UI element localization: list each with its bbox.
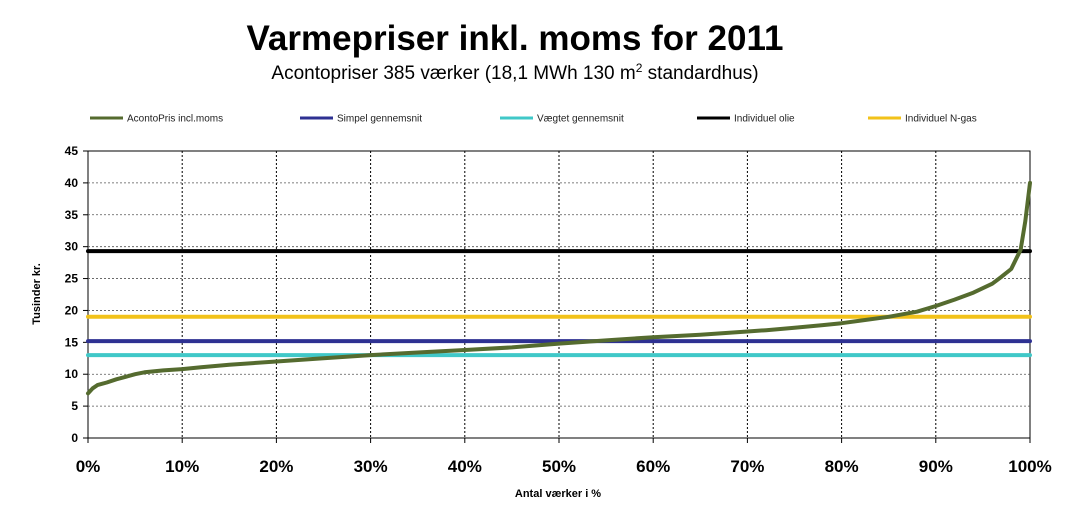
y-tick-label: 0	[71, 431, 78, 445]
series-line-acontopris-incl-moms	[86, 180, 1032, 396]
chart-subtitle: Acontopriser 385 værker (18,1 MWh 130 m2…	[271, 61, 758, 84]
x-axis-label: Antal værker i %	[515, 488, 601, 500]
y-tick-label: 20	[65, 303, 79, 317]
x-tick-label: 30%	[354, 457, 388, 476]
legend: AcontoPris incl.moms Simpel gennemsnit Væg…	[90, 114, 977, 125]
plot-area: 0 5 10 15 20 25 30 35 40 45 0% 10% 20% 30% 40% 50% 60% 70…	[65, 144, 1052, 476]
y-tick-label: 5	[71, 399, 78, 413]
y-axis-label: Tusinder kr.	[31, 263, 43, 325]
y-tick-label: 45	[65, 144, 79, 158]
y-tick-label: 25	[65, 272, 79, 286]
legend-label: Individuel olie	[734, 114, 795, 125]
legend-label: Vægtet gennemsnit	[537, 114, 624, 125]
legend-label: Simpel gennemsnit	[337, 114, 422, 125]
y-tick-label: 15	[65, 335, 79, 349]
y-tick-label: 35	[65, 208, 79, 222]
x-tick-label: 100%	[1008, 457, 1051, 476]
x-tick-label: 40%	[448, 457, 482, 476]
x-tick-label: 70%	[730, 457, 764, 476]
y-tick-label: 30	[65, 240, 79, 254]
plot-frame	[87, 150, 1031, 439]
x-tick-label: 0%	[76, 457, 101, 476]
x-tick-label: 90%	[919, 457, 953, 476]
chart-title: Varmepriser inkl. moms for 2011	[247, 19, 784, 58]
legend-label: Individuel N-gas	[905, 114, 977, 125]
x-tick-label: 60%	[636, 457, 670, 476]
y-tick-label: 40	[65, 176, 79, 190]
x-tick-label: 80%	[825, 457, 859, 476]
x-tick-label: 50%	[542, 457, 576, 476]
y-tick-label: 10	[65, 367, 79, 381]
x-tick-label: 10%	[165, 457, 199, 476]
legend-label: AcontoPris incl.moms	[127, 114, 223, 125]
x-tick-label: 20%	[259, 457, 293, 476]
